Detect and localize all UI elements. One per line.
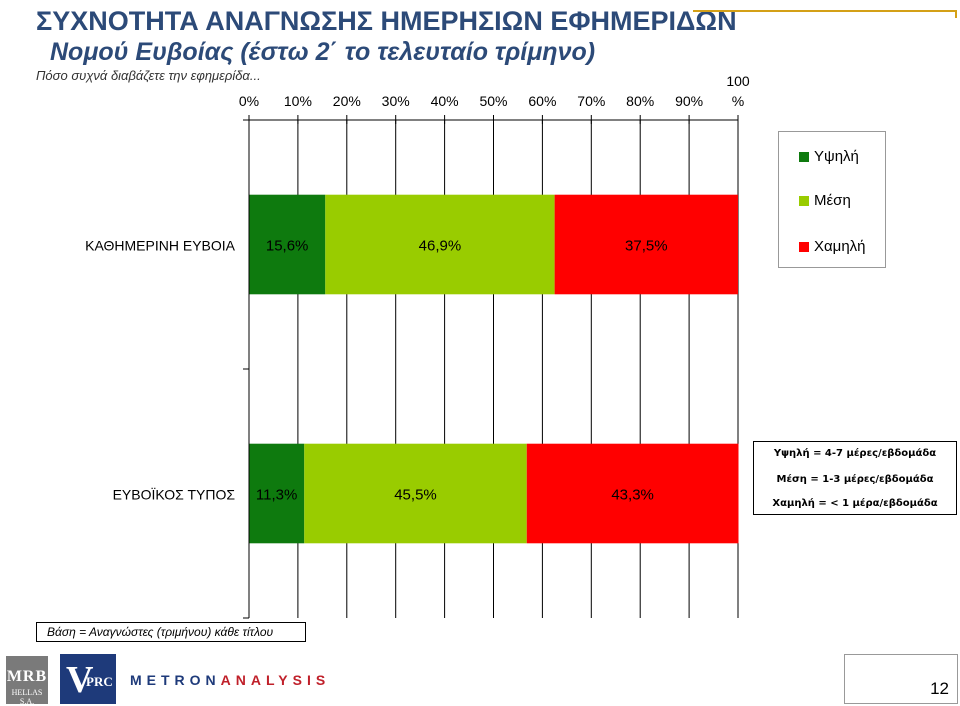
chart-labels: 0% 10% 20% 30% 40% 50% 60% 70% 80% 90% 100% 15,6% 46…	[85, 73, 750, 504]
bar-0-0	[249, 194, 326, 295]
page-title: ΣΥΧΝΟΤΗΤΑ ΑΝΑΓΝΩΣΗΣ ΗΜΕΡΗΣΙΩΝ ΕΦΗΜΕΡΙΔΩΝ	[36, 6, 737, 36]
x-tick-label-10-b: %	[732, 93, 744, 109]
metron-logo-part2: ANALYSIS	[220, 672, 331, 688]
data-label-1-2: 43,3%	[611, 487, 654, 504]
x-tick-label-6: 60%	[528, 93, 556, 109]
legend-item-low: Χαμηλή	[799, 238, 866, 255]
mrb-logo-subtext: HELLAS S.A.	[11, 688, 43, 706]
bar-1-2	[526, 443, 739, 544]
metron-logo-part1: METRON	[130, 672, 221, 688]
data-label-0-1: 46,9%	[419, 238, 462, 255]
bar-1-1	[304, 443, 527, 544]
category-label-0: ΚΑΘΗΜΕΡΙΝΗ ΕΥΒΟΙΑ	[85, 238, 236, 254]
survey-question: Πόσο συχνά διαβάζετε την εφημερίδα...	[36, 68, 261, 83]
header-rule-corner	[955, 10, 957, 18]
chart-legend: Υψηλή Μέση Χαμηλή	[778, 131, 886, 268]
legend-label-medium: Μέση	[814, 192, 851, 209]
legend-label-low: Χαμηλή	[814, 238, 866, 255]
bars	[249, 194, 739, 544]
bar-0-2	[554, 194, 738, 295]
base-note: Βάση = Αναγνώστες (τριμήνου) κάθε τίτλου	[36, 622, 306, 642]
frequency-definitions: Υψηλή = 4-7 μέρες/εβδομάδα Μέση = 1-3 μέ…	[753, 441, 957, 515]
x-tick-label-10-a: 100	[726, 73, 750, 89]
definition-medium: Μέση = 1-3 μέρες/εβδομάδα	[776, 474, 934, 485]
data-label-1-1: 45,5%	[394, 487, 437, 504]
x-tick-label-4: 40%	[431, 93, 459, 109]
legend-item-medium: Μέση	[799, 192, 851, 209]
x-tick-label-9: 90%	[675, 93, 703, 109]
legend-swatch-low	[799, 242, 809, 252]
definition-low: Χαμηλή = < 1 μέρα/εβδομάδα	[772, 498, 938, 509]
vprc-logo-rest: PRC	[86, 674, 113, 689]
legend-label-high: Υψηλή	[814, 148, 859, 165]
data-label-0-2: 37,5%	[625, 238, 668, 255]
x-tick-label-3: 30%	[382, 93, 410, 109]
x-tick-label-7: 70%	[577, 93, 605, 109]
x-tick-label-5: 50%	[479, 93, 507, 109]
x-tick-label-0: 0%	[239, 93, 259, 109]
bar-0-1	[325, 194, 555, 295]
axes	[243, 115, 739, 619]
legend-swatch-medium	[799, 196, 809, 206]
x-tick-label-2: 20%	[333, 93, 361, 109]
data-label-1-0: 11,3%	[256, 487, 297, 504]
page-subtitle: Νομού Ευβοίας (έστω 2΄ το τελευταίο τρίμ…	[50, 38, 596, 66]
category-label-1: ΕΥΒΟΪΚΟΣ ΤΥΠΟΣ	[113, 487, 236, 503]
mrb-logo-text: MRB	[6, 668, 48, 685]
data-label-0-0: 15,6%	[266, 238, 309, 255]
x-tick-label-1: 10%	[284, 93, 312, 109]
header-rule	[693, 10, 957, 12]
page-number-box: 12	[844, 654, 958, 704]
bar-1-0	[249, 443, 305, 544]
metron-analysis-logo: METRONANALYSIS	[130, 672, 330, 688]
page-number: 12	[930, 679, 949, 698]
legend-swatch-high	[799, 152, 809, 162]
legend-item-high: Υψηλή	[799, 148, 859, 165]
x-tick-label-8: 80%	[626, 93, 654, 109]
vprc-logo-v: V	[66, 659, 94, 701]
definition-high: Υψηλή = 4-7 μέρες/εβδομάδα	[773, 448, 937, 459]
mrb-logo: MRB HELLAS S.A.	[6, 656, 48, 706]
vprc-logo: V PRC	[60, 654, 116, 704]
